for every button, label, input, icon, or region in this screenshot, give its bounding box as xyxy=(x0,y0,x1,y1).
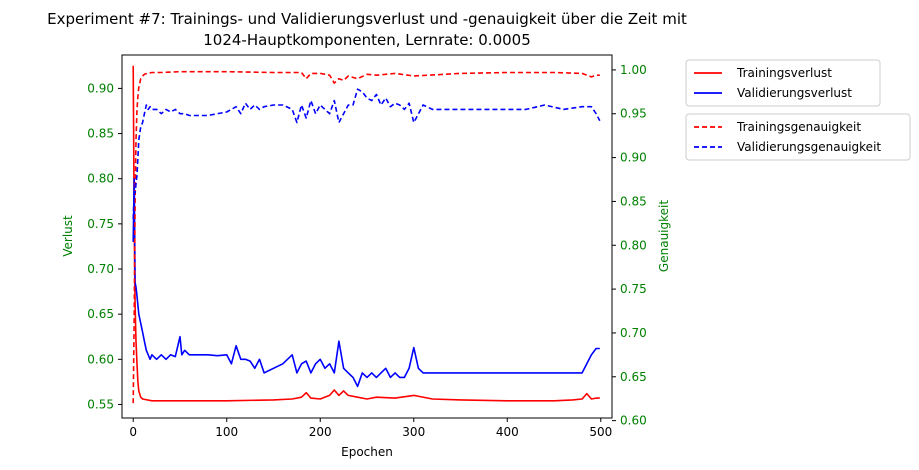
legend-accuracy: Trainingsgenauigkeit Validierungsgenauig… xyxy=(685,113,911,161)
y-tick-label: 0.55 xyxy=(87,397,114,411)
y-axis-left: 0.55 0.60 0.65 0.70 0.75 0.80 0.85 0.90 xyxy=(87,81,122,411)
y2-tick-label: 1.00 xyxy=(620,63,647,77)
x-axis-label: Epochen xyxy=(341,445,393,459)
x-tick-label: 0 xyxy=(129,425,137,439)
legend-label-validation-accuracy: Validierungsgenauigkeit xyxy=(737,140,881,154)
y2-tick-label: 0.65 xyxy=(620,370,647,384)
chart-subtitle: 1024-Hauptkomponenten, Lernrate: 0.0005 xyxy=(203,31,531,49)
x-tick-label: 200 xyxy=(309,425,332,439)
legend-label-training-accuracy: Trainingsgenauigkeit xyxy=(736,120,861,134)
series-layer xyxy=(132,65,601,404)
y-tick-label: 0.85 xyxy=(87,127,114,141)
series-line-0 xyxy=(132,65,600,402)
y2-tick-label: 0.90 xyxy=(620,151,647,165)
y-tick-label: 0.75 xyxy=(87,217,114,231)
series-line-3 xyxy=(132,88,601,220)
legend-accuracy-box xyxy=(685,113,911,161)
y2-tick-label: 0.85 xyxy=(620,194,647,208)
x-tick-label: 300 xyxy=(402,425,425,439)
x-tick-label: 500 xyxy=(589,425,612,439)
legend-label-training-loss: Trainingsverlust xyxy=(736,66,832,80)
series-line-2 xyxy=(132,70,600,404)
x-tick-label: 100 xyxy=(215,425,238,439)
y-tick-label: 0.65 xyxy=(87,307,114,321)
legend-loss: Trainingsverlust Validierungsverlust xyxy=(685,59,881,107)
legend-label-validation-loss: Validierungsverlust xyxy=(737,86,852,100)
y2-tick-label: 0.75 xyxy=(620,282,647,296)
y-axis-right: 0.60 0.65 0.70 0.75 0.80 0.85 0.90 0.95 1.00 xyxy=(612,63,647,428)
x-tick-label: 400 xyxy=(496,425,519,439)
y-axis-label: Verlust xyxy=(61,215,75,257)
y-tick-label: 0.90 xyxy=(87,81,114,95)
series-line-1 xyxy=(132,177,600,388)
y-tick-label: 0.80 xyxy=(87,172,114,186)
chart-title: Experiment #7: Trainings- und Validierun… xyxy=(47,10,687,28)
x-axis: 0 100 200 300 400 500 xyxy=(129,418,612,439)
y2-tick-label: 0.80 xyxy=(620,238,647,252)
y-tick-label: 0.70 xyxy=(87,262,114,276)
legend-loss-box xyxy=(685,59,881,107)
y2-tick-label: 0.70 xyxy=(620,326,647,340)
plot-frame xyxy=(121,54,613,419)
y-axis-label-right: Genauigkeit xyxy=(657,200,671,272)
y-tick-label: 0.60 xyxy=(87,352,114,366)
y2-tick-label: 0.60 xyxy=(620,414,647,428)
y2-tick-label: 0.95 xyxy=(620,107,647,121)
